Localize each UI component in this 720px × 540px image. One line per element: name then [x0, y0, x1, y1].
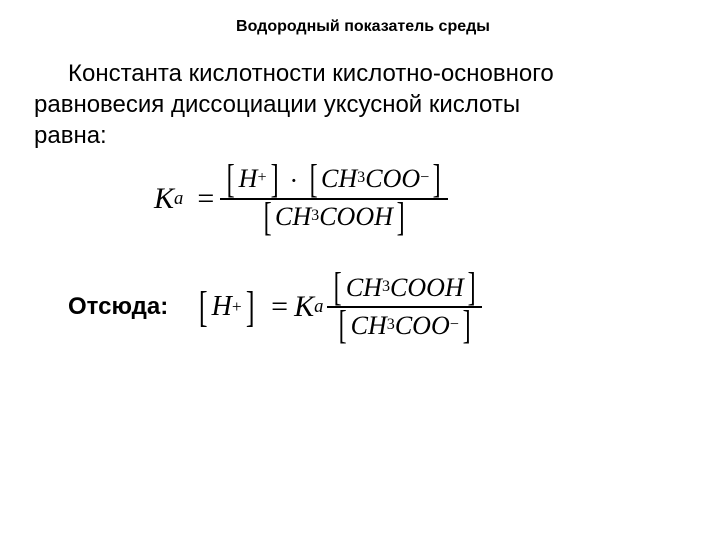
- h-plus-numerator: [ CH3COOH ]: [327, 270, 482, 306]
- bracket-acetate: [ CH3COO− ]: [307, 162, 444, 196]
- equation-ka: Ka = [ H+ ] · [ CH3COO− ]: [154, 162, 692, 237]
- page-title: Водородный показатель среды: [34, 18, 692, 36]
- ka-rhs: Ka: [294, 290, 323, 324]
- equals-sign-2: =: [271, 290, 288, 324]
- equation-h-plus: Отсюда: [ H+ ] = Ka [ CH3COOH ]: [68, 270, 692, 345]
- multiply-dot-icon: ·: [289, 166, 298, 195]
- h-plus-lhs: [ H+ ]: [196, 289, 257, 326]
- bracket-acetate-2: [ CH3COO− ]: [336, 308, 473, 342]
- bracket-acetic-acid-2: [ CH3COOH ]: [331, 270, 478, 304]
- ka-denominator: [ CH3COOH ]: [257, 200, 412, 236]
- para-line-1: Константа кислотности кислотно-основного: [68, 60, 554, 87]
- intro-paragraph-3: равна:: [34, 120, 692, 151]
- bracket-acetic-acid: [ CH3COOH ]: [261, 200, 408, 234]
- h-plus-fraction: [ CH3COOH ] [ CH3COO− ]: [327, 270, 482, 345]
- para-line-3: равна:: [34, 122, 107, 149]
- ka-symbol: Ka: [154, 182, 183, 216]
- equals-sign: =: [197, 182, 214, 216]
- bracket-h-plus-lhs: [ H+ ]: [196, 289, 257, 326]
- para-line-2: равновесия диссоциации уксусной кислоты: [34, 91, 520, 118]
- ka-numerator: [ H+ ] · [ CH3COO− ]: [220, 162, 447, 198]
- h-plus-denominator: [ CH3COO− ]: [332, 308, 477, 344]
- ka-fraction: [ H+ ] · [ CH3COO− ] [ CH3CO: [220, 162, 447, 237]
- bracket-h-plus: [ H+ ]: [224, 162, 281, 196]
- intro-paragraph: Константа кислотности кислотно-основного: [34, 58, 692, 89]
- intro-paragraph-2: равновесия диссоциации уксусной кислоты: [34, 89, 692, 120]
- hence-label: Отсюда:: [68, 293, 168, 321]
